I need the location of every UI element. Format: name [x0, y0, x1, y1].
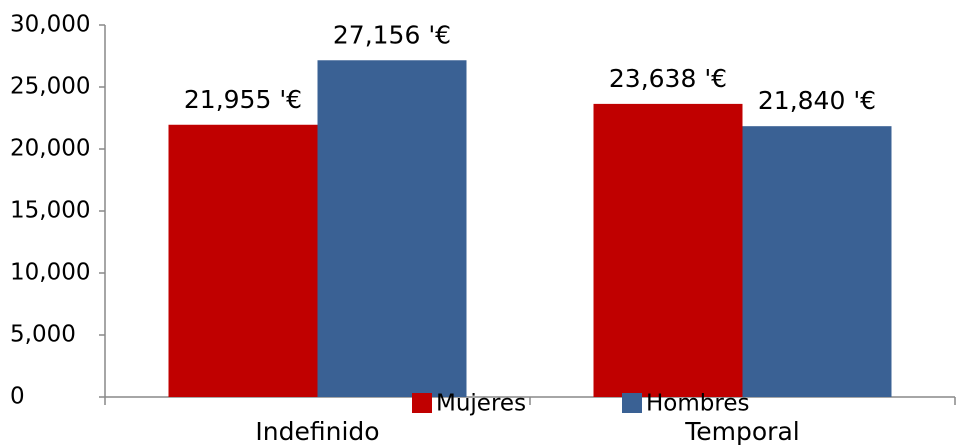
- y-tick-label: 10,000: [10, 260, 90, 286]
- y-tick-label: 0: [10, 384, 25, 410]
- value-label: 21,840 '€: [758, 86, 876, 115]
- value-label: 27,156 '€: [333, 20, 451, 49]
- x-tick-label: Indefinido: [255, 417, 379, 446]
- bar: [593, 103, 743, 398]
- x-tick-label: Temporal: [684, 417, 799, 446]
- y-tick-label: 20,000: [10, 136, 90, 162]
- bar: [317, 60, 467, 398]
- legend-label: Hombres: [646, 391, 749, 417]
- y-tick-label: 30,000: [10, 12, 90, 38]
- bar: [168, 124, 318, 398]
- value-label: 21,955 '€: [184, 85, 302, 114]
- value-label: 23,638 '€: [609, 64, 727, 93]
- legend-label: Mujeres: [436, 391, 526, 417]
- bar: [742, 126, 892, 398]
- legend-swatch: [622, 393, 642, 413]
- y-tick-label: 25,000: [10, 74, 90, 100]
- y-tick-label: 5,000: [10, 322, 76, 348]
- y-tick-label: 15,000: [10, 198, 90, 224]
- legend-swatch: [412, 393, 432, 413]
